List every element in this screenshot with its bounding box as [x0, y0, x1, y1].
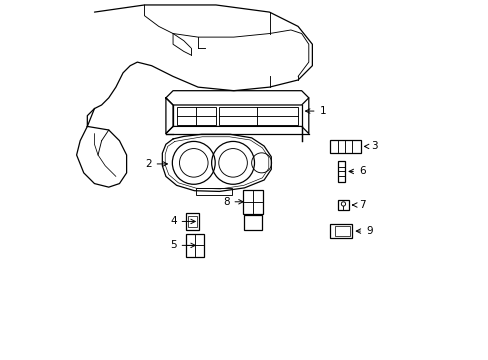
Text: 3: 3: [364, 141, 377, 152]
Bar: [244, 215, 261, 230]
Bar: [329, 224, 352, 238]
Bar: [188, 216, 196, 227]
Bar: [337, 200, 348, 210]
Text: 7: 7: [352, 200, 365, 210]
Bar: [176, 108, 216, 125]
Bar: [219, 108, 298, 125]
Bar: [334, 226, 349, 236]
Bar: [185, 213, 199, 230]
Bar: [196, 188, 231, 195]
Bar: [337, 161, 345, 182]
Text: 8: 8: [223, 197, 243, 207]
Text: 4: 4: [170, 216, 195, 226]
Bar: [329, 140, 360, 153]
Bar: [185, 234, 203, 257]
Text: 2: 2: [145, 159, 167, 169]
Text: 5: 5: [170, 240, 195, 250]
Text: 1: 1: [305, 106, 325, 116]
Bar: [242, 190, 263, 214]
Text: 6: 6: [348, 166, 365, 176]
Text: 9: 9: [356, 226, 372, 236]
